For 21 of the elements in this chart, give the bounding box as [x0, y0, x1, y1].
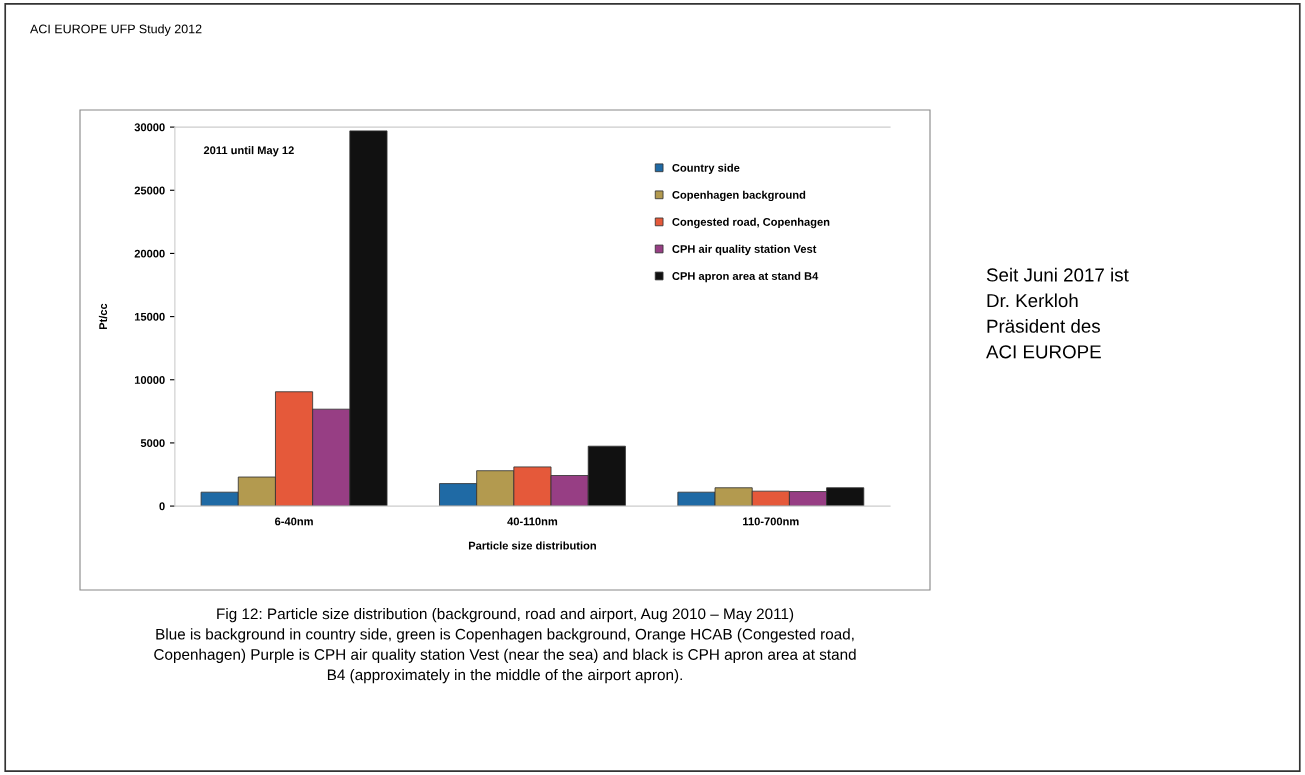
annotation: 2011 until May 12: [203, 146, 294, 157]
caption: Fig 12: Particle size distribution (background, road and airport, Aug 2010 – May 2011) Blue is background in country side, green is Copenhagen background, Orange HCAB (Congested road, Copenhagen) Purple is CPH air quality station Vest (near the sea) and black is CPH apron area at stand B4 (approximately in the middle of the airport apron).: [154, 608, 856, 684]
y-tick-label: 30000: [134, 123, 165, 132]
y-tick-label: 0: [159, 502, 165, 511]
legend-label: Copenhagen background: [672, 190, 806, 202]
x-axis-title: Particle size distribution: [468, 541, 596, 550]
y-tick-label: 15000: [134, 312, 165, 321]
legend-label: Congested road, Copenhagen: [672, 217, 830, 229]
y-tick-label: 5000: [140, 439, 165, 448]
legend-label: Country side: [672, 163, 740, 174]
y-tick-label: 10000: [134, 376, 165, 384]
x-tick-label: 40-110nm: [507, 517, 558, 526]
x-tick-label: 110-700nm: [743, 517, 799, 526]
y-axis-title: Pt/cc: [98, 303, 108, 330]
y-tick-label: 20000: [134, 249, 165, 258]
legend-label: CPH air quality station Vest: [672, 244, 817, 256]
chart-title: ACI EUROPE UFP Study 2012: [30, 24, 202, 36]
text: Seit Juni 2017 ist Dr. Kerkloh Präsident des ACI EUROPE: [986, 267, 1129, 359]
y-tick-label: 25000: [134, 186, 165, 195]
x-tick-label: 6-40nm: [275, 517, 313, 526]
legend-label: CPH apron area at stand B4: [672, 271, 819, 283]
